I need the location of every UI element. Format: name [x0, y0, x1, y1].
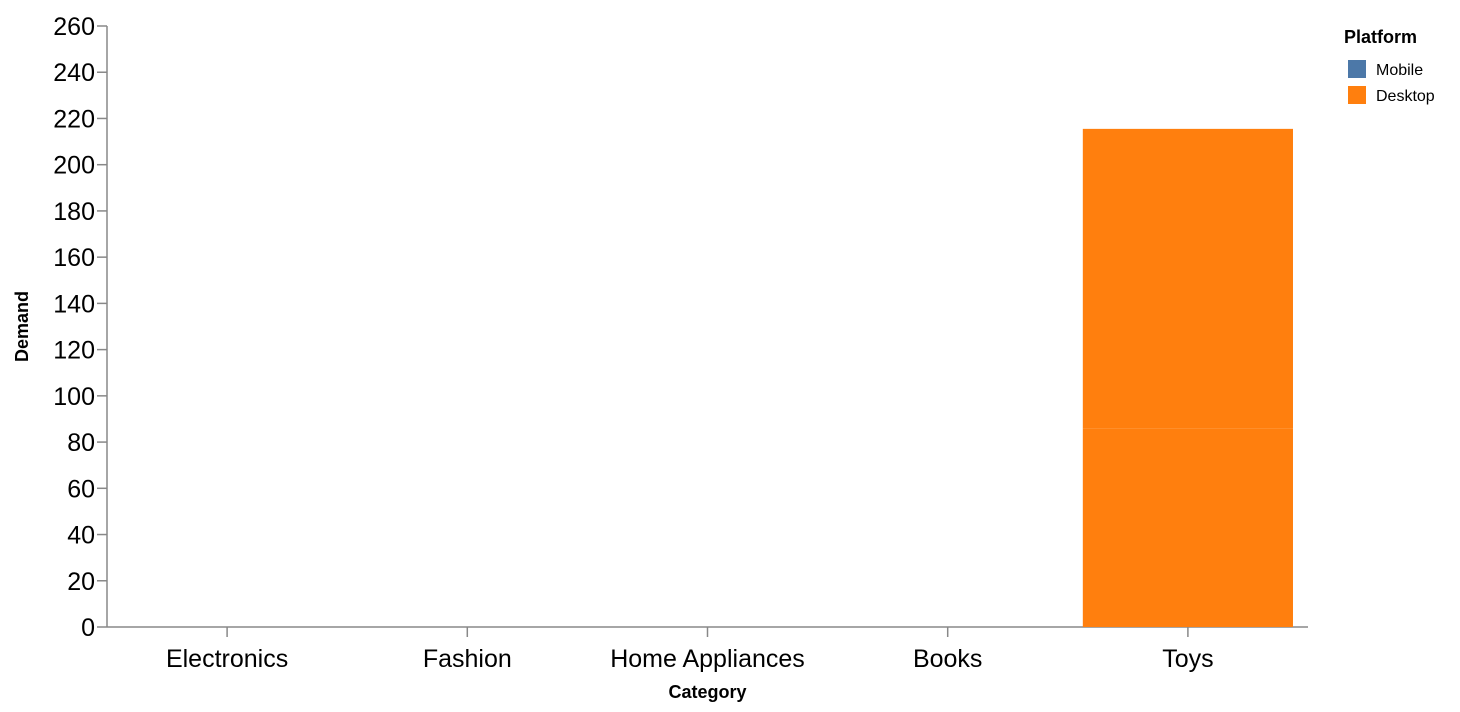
- y-tick-label-80: 80: [67, 429, 95, 457]
- y-tick-label-140: 140: [53, 290, 95, 318]
- x-tick-label-fashion: Fashion: [423, 645, 512, 673]
- y-tick-label-0: 0: [81, 614, 95, 642]
- x-tick-label-home-appliances: Home Appliances: [610, 645, 805, 673]
- bar-desktop-toys: [1082, 128, 1293, 429]
- y-tick-label-120: 120: [53, 337, 95, 365]
- legend-title: Platform: [1344, 27, 1417, 47]
- x-tick-label-books: Books: [913, 645, 982, 673]
- x-tick-label-electronics: Electronics: [166, 645, 288, 673]
- y-axis-title: Demand: [12, 291, 32, 362]
- x-tick-label-toys: Toys: [1162, 645, 1213, 673]
- y-tick-label-160: 160: [53, 244, 95, 272]
- legend: Platform Mobile Desktop: [1344, 27, 1435, 105]
- y-tick-label-220: 220: [53, 105, 95, 133]
- y-tick-label-240: 240: [53, 59, 95, 87]
- y-tick-label-260: 260: [53, 13, 95, 41]
- legend-swatch-desktop: [1348, 86, 1366, 104]
- y-tick-label-60: 60: [67, 475, 95, 503]
- y-tick-label-200: 200: [53, 152, 95, 180]
- bar-desktop-toys: [1082, 428, 1293, 627]
- bars: [1082, 128, 1293, 627]
- y-tick-label-180: 180: [53, 198, 95, 226]
- y-tick-label-100: 100: [53, 383, 95, 411]
- legend-label-mobile: Mobile: [1376, 62, 1423, 79]
- y-axis-ticks: 0 20 40 60 80 100 120 140 160 180 200 220 240 260: [53, 13, 107, 642]
- legend-label-desktop: Desktop: [1376, 88, 1435, 105]
- legend-swatch-mobile: [1348, 60, 1366, 78]
- x-axis-ticks: Electronics Fashion Home Appliances Books To…: [166, 627, 1214, 673]
- y-tick-label-20: 20: [67, 568, 95, 596]
- x-axis-title: Category: [668, 682, 746, 702]
- y-tick-label-40: 40: [67, 522, 95, 550]
